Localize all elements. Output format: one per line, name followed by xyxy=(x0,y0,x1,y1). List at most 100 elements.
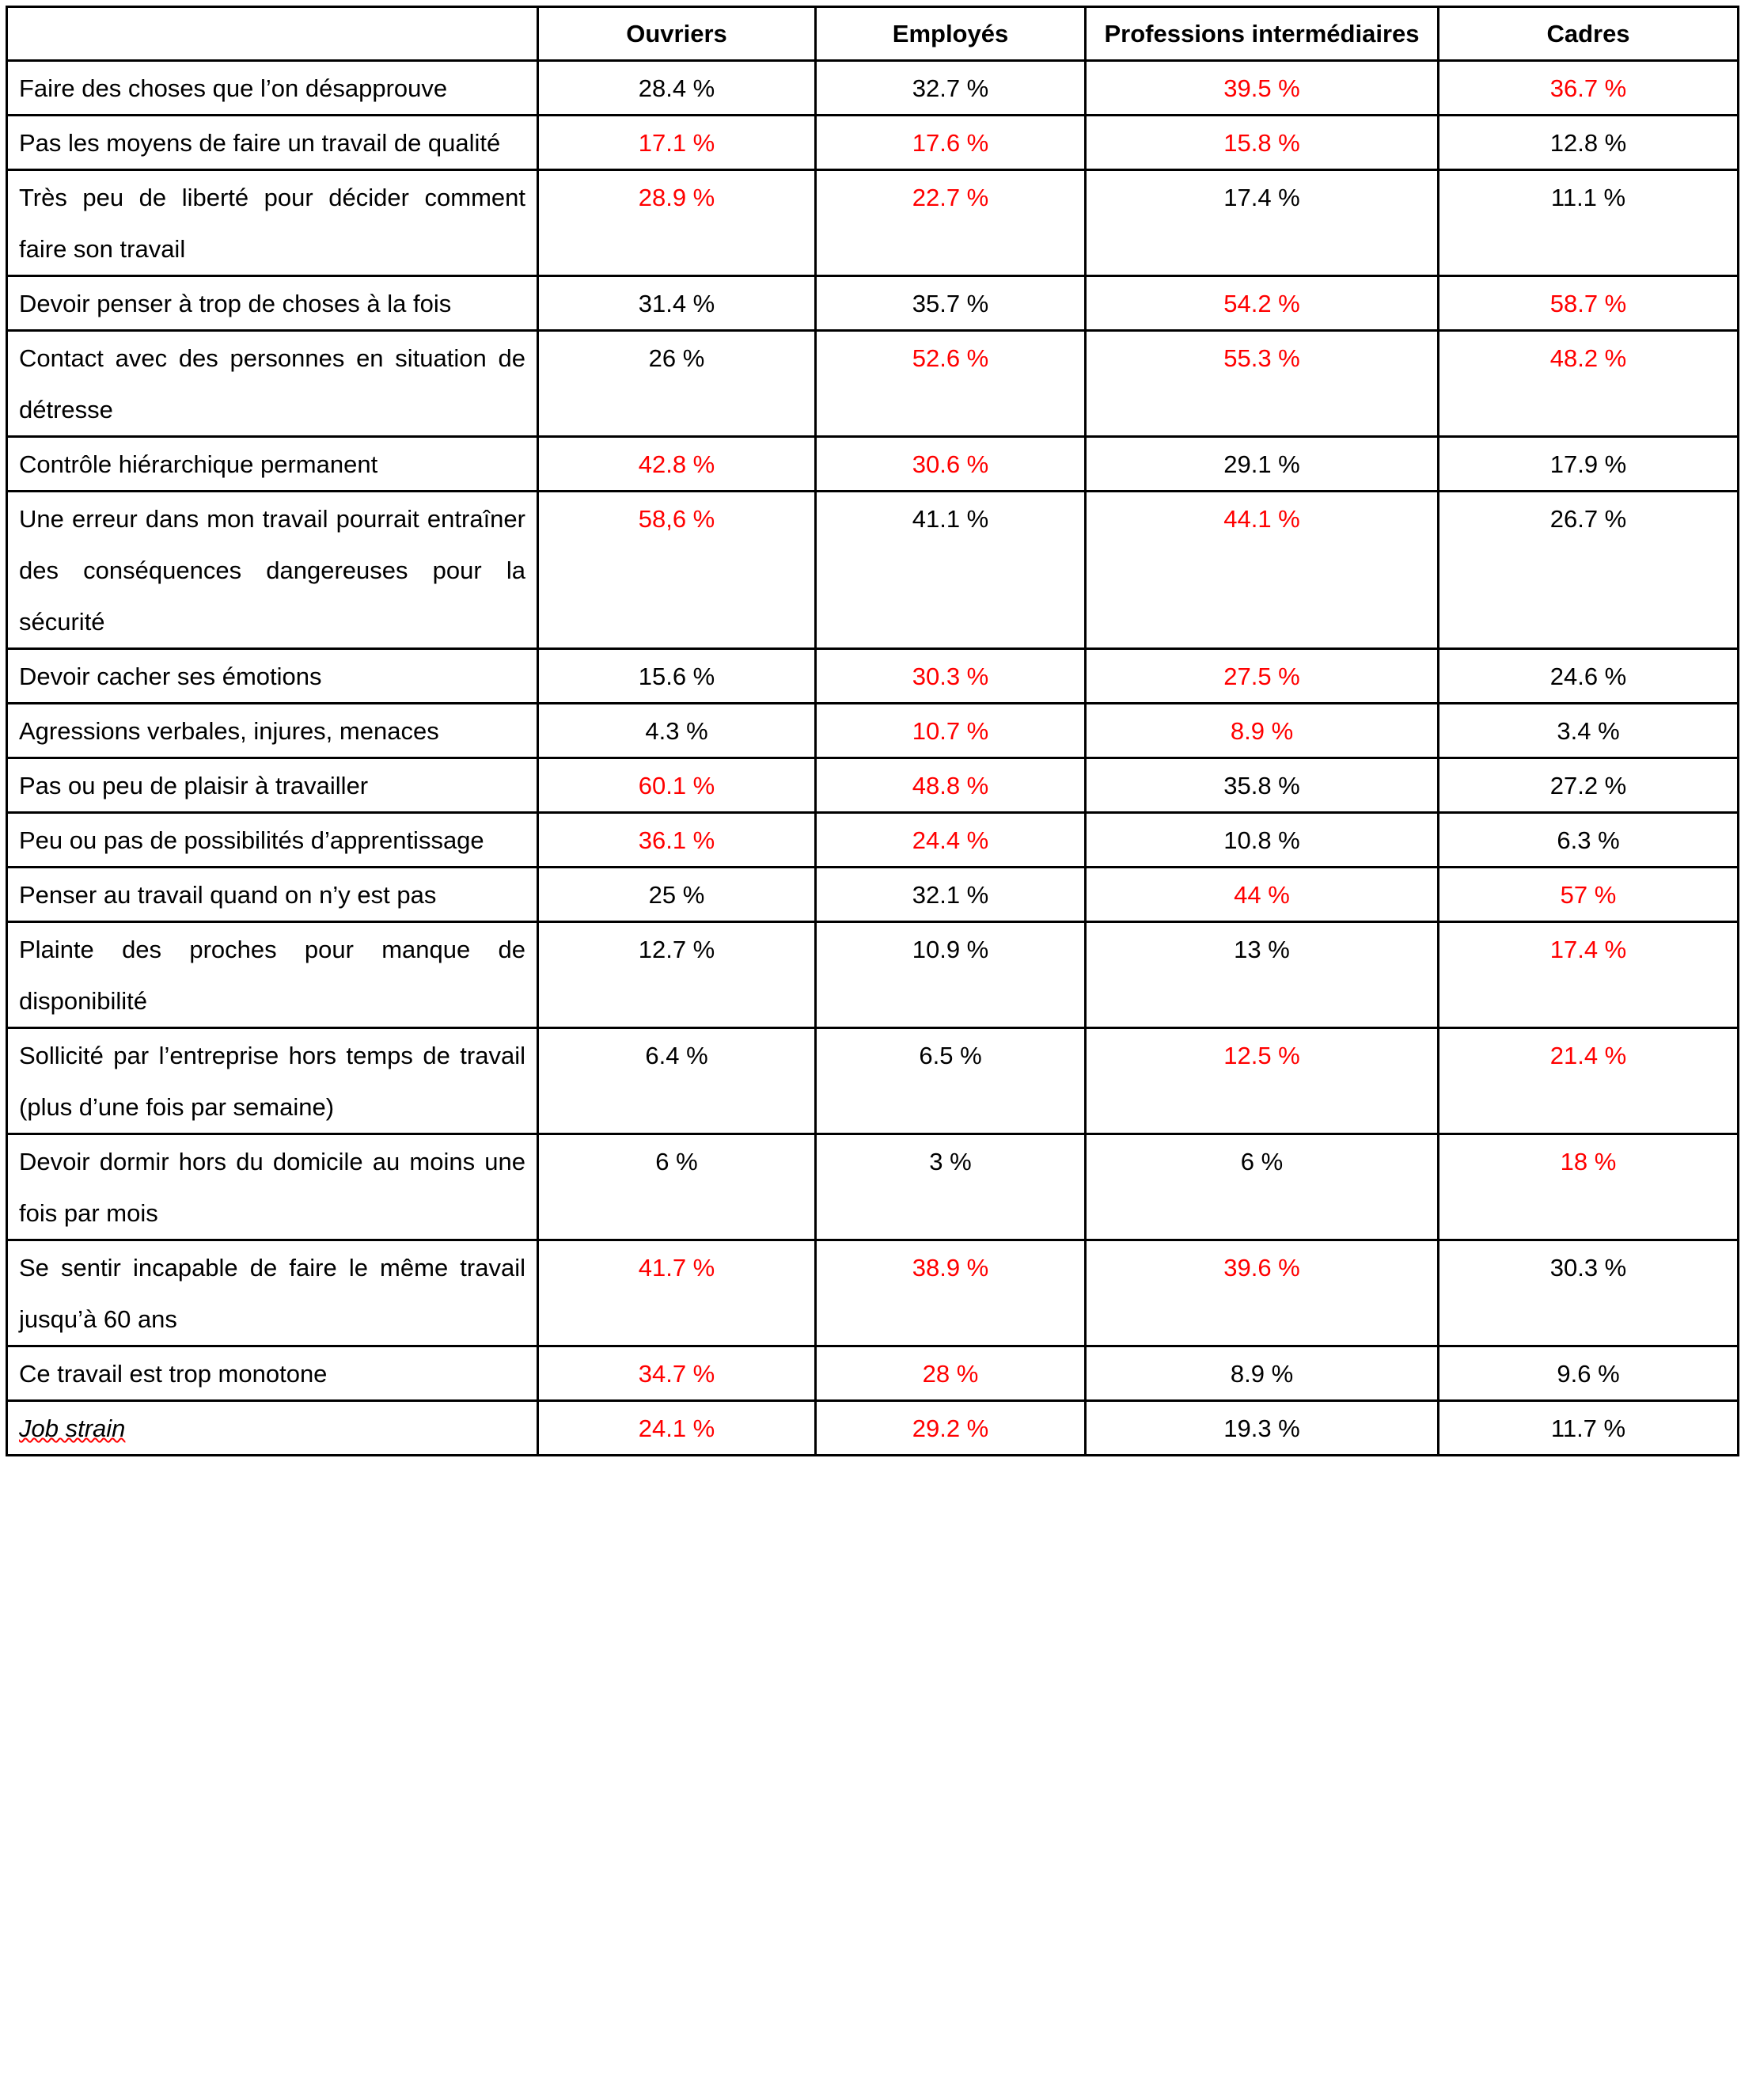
value-cell: 58,6 % xyxy=(537,490,817,650)
value-cell: 26.7 % xyxy=(1437,490,1739,650)
value-cell: 21.4 % xyxy=(1437,1027,1739,1135)
table-row: Très peu de liberté pour décider comment… xyxy=(6,169,1739,277)
value-cell: 4.3 % xyxy=(537,702,817,759)
value-cell: 30.3 % xyxy=(1437,1239,1739,1347)
row-label: Une erreur dans mon travail pourrait ent… xyxy=(19,505,525,636)
table-row: Pas les moyens de faire un travail de qu… xyxy=(6,114,1739,171)
row-label-cell: Contrôle hiérarchique permanent xyxy=(6,435,539,492)
value-cell: 6 % xyxy=(537,1133,817,1241)
value-cell: 38.9 % xyxy=(814,1239,1087,1347)
table-row: Faire des choses que l’on désapprouve 28.… xyxy=(6,59,1739,116)
table-row: Agressions verbales, injures, menaces 4.3… xyxy=(6,702,1739,759)
value-cell: 17.1 % xyxy=(537,114,817,171)
value-cell: 28.9 % xyxy=(537,169,817,277)
table-row: Job strain 24.1 % 29.2 % 19.3 % 11.7 % xyxy=(6,1399,1739,1456)
value-cell: 27.5 % xyxy=(1084,647,1439,704)
row-label-cell: Faire des choses que l’on désapprouve xyxy=(6,59,539,116)
value-cell: 19.3 % xyxy=(1084,1399,1439,1456)
table-row: Sollicité par l’entreprise hors temps de… xyxy=(6,1027,1739,1135)
value-cell: 57 % xyxy=(1437,866,1739,923)
value-cell: 54.2 % xyxy=(1084,275,1439,332)
row-label: Contrôle hiérarchique permanent xyxy=(19,450,378,478)
row-label-cell: Peu ou pas de possibilités d’apprentissa… xyxy=(6,811,539,868)
row-label-cell: Se sentir incapable de faire le même tra… xyxy=(6,1239,539,1347)
value-cell: 48.2 % xyxy=(1437,329,1739,438)
column-header: Employés xyxy=(814,6,1087,62)
value-cell: 44.1 % xyxy=(1084,490,1439,650)
value-cell: 10.7 % xyxy=(814,702,1087,759)
row-label: Se sentir incapable de faire le même tra… xyxy=(19,1254,525,1333)
table-row: Ce travail est trop monotone 34.7 % 28 % 8.… xyxy=(6,1345,1739,1402)
value-cell: 10.8 % xyxy=(1084,811,1439,868)
row-label-cell: Devoir penser à trop de choses à la fois xyxy=(6,275,539,332)
value-cell: 24.1 % xyxy=(537,1399,817,1456)
value-cell: 58.7 % xyxy=(1437,275,1739,332)
value-cell: 24.6 % xyxy=(1437,647,1739,704)
value-cell: 27.2 % xyxy=(1437,757,1739,814)
row-label-cell: Plainte des proches pour manque de dispo… xyxy=(6,921,539,1029)
table-row: Une erreur dans mon travail pourrait ent… xyxy=(6,490,1739,650)
value-cell: 9.6 % xyxy=(1437,1345,1739,1402)
table-body: Faire des choses que l’on désapprouve 28.… xyxy=(6,59,1739,1456)
row-label-cell: Penser au travail quand on n’y est pas xyxy=(6,866,539,923)
row-label-cell: Agressions verbales, injures, menaces xyxy=(6,702,539,759)
value-cell: 24.4 % xyxy=(814,811,1087,868)
value-cell: 31.4 % xyxy=(537,275,817,332)
row-label: Ce travail est trop monotone xyxy=(19,1360,328,1388)
value-cell: 22.7 % xyxy=(814,169,1087,277)
row-label: Devoir cacher ses émotions xyxy=(19,663,322,690)
value-cell: 52.6 % xyxy=(814,329,1087,438)
row-label-cell: Devoir cacher ses émotions xyxy=(6,647,539,704)
value-cell: 6.5 % xyxy=(814,1027,1087,1135)
row-label-cell: Pas les moyens de faire un travail de qu… xyxy=(6,114,539,171)
row-label-cell: Devoir dormir hors du domicile au moins … xyxy=(6,1133,539,1241)
value-cell: 42.8 % xyxy=(537,435,817,492)
value-cell: 15.6 % xyxy=(537,647,817,704)
row-label-cell: Ce travail est trop monotone xyxy=(6,1345,539,1402)
value-cell: 36.7 % xyxy=(1437,59,1739,116)
value-cell: 12.8 % xyxy=(1437,114,1739,171)
value-cell: 12.5 % xyxy=(1084,1027,1439,1135)
value-cell: 34.7 % xyxy=(537,1345,817,1402)
table-row: Penser au travail quand on n’y est pas 25… xyxy=(6,866,1739,923)
value-cell: 6.3 % xyxy=(1437,811,1739,868)
column-header: Ouvriers xyxy=(537,6,817,62)
data-table: Ouvriers Employés Professions intermédiair… xyxy=(6,6,1739,1456)
value-cell: 41.1 % xyxy=(814,490,1087,650)
value-cell: 17.4 % xyxy=(1437,921,1739,1029)
corner-cell xyxy=(6,6,539,62)
column-header: Cadres xyxy=(1437,6,1739,62)
value-cell: 11.7 % xyxy=(1437,1399,1739,1456)
row-label: Très peu de liberté pour décider comment… xyxy=(19,184,525,263)
row-label-cell: Très peu de liberté pour décider comment… xyxy=(6,169,539,277)
table-row: Contrôle hiérarchique permanent 42.8 % 30.… xyxy=(6,435,1739,492)
value-cell: 28 % xyxy=(814,1345,1087,1402)
value-cell: 17.9 % xyxy=(1437,435,1739,492)
value-cell: 29.2 % xyxy=(814,1399,1087,1456)
row-label: Plainte des proches pour manque de dispo… xyxy=(19,936,525,1015)
value-cell: 41.7 % xyxy=(537,1239,817,1347)
column-header: Professions intermédiaires xyxy=(1084,6,1439,62)
value-cell: 12.7 % xyxy=(537,921,817,1029)
value-cell: 26 % xyxy=(537,329,817,438)
row-label: Faire des choses que l’on désapprouve xyxy=(19,74,448,102)
value-cell: 35.8 % xyxy=(1084,757,1439,814)
value-cell: 8.9 % xyxy=(1084,1345,1439,1402)
table-row: Plainte des proches pour manque de dispo… xyxy=(6,921,1739,1029)
value-cell: 44 % xyxy=(1084,866,1439,923)
row-label: Contact avec des personnes en situation … xyxy=(19,344,525,423)
value-cell: 39.6 % xyxy=(1084,1239,1439,1347)
table-row: Pas ou peu de plaisir à travailler 60.1 %… xyxy=(6,757,1739,814)
row-label: Pas les moyens de faire un travail de qu… xyxy=(19,129,501,157)
value-cell: 48.8 % xyxy=(814,757,1087,814)
table-row: Peu ou pas de possibilités d’apprentissa… xyxy=(6,811,1739,868)
value-cell: 35.7 % xyxy=(814,275,1087,332)
value-cell: 60.1 % xyxy=(537,757,817,814)
table-row: Devoir cacher ses émotions 15.6 % 30.3 % 27… xyxy=(6,647,1739,704)
row-label: Job strain xyxy=(19,1415,126,1442)
value-cell: 3.4 % xyxy=(1437,702,1739,759)
row-label: Pas ou peu de plaisir à travailler xyxy=(19,772,369,799)
value-cell: 18 % xyxy=(1437,1133,1739,1241)
value-cell: 6 % xyxy=(1084,1133,1439,1241)
